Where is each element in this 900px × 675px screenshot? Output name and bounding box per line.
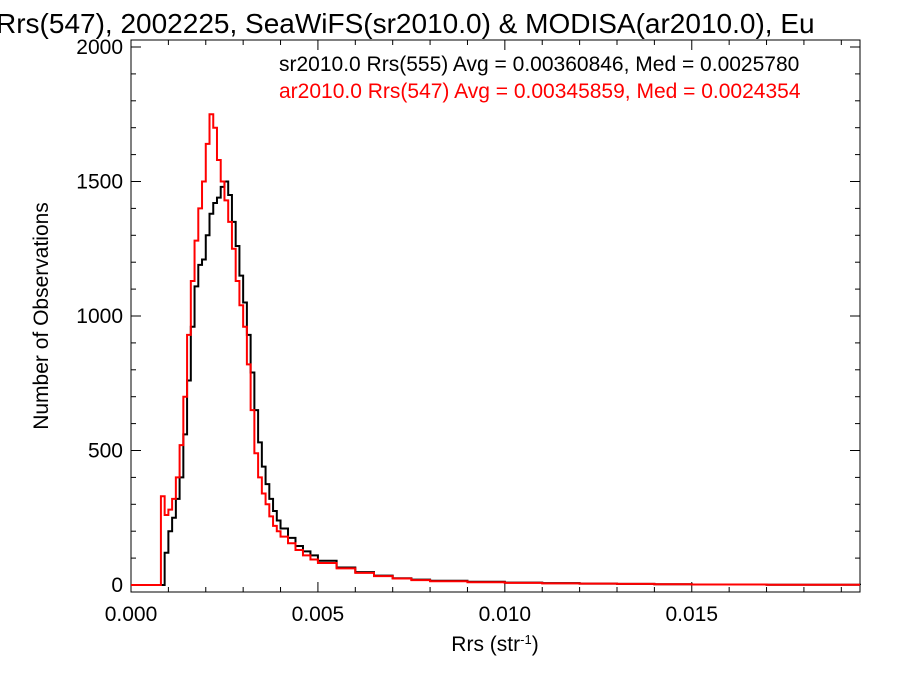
legend-entry-1: sr2010.0 Rrs(555) Avg = 0.00360846, Med … <box>279 53 799 76</box>
x-tick-label: 0.005 <box>292 603 345 626</box>
series-line-2 <box>131 113 860 586</box>
y-tick-label: 2000 <box>76 36 123 59</box>
y-tick-label: 500 <box>88 440 123 463</box>
chart-title: Rrs(547), 2002225, SeaWiFS(sr2010.0) & M… <box>0 8 815 39</box>
y-axis-label: Number of Observations <box>30 202 53 430</box>
series-line-1 <box>131 180 861 586</box>
x-axis-label: Rrs (str-1) <box>451 632 538 657</box>
x-tick-label: 0.000 <box>105 603 158 626</box>
series-layer <box>131 113 861 586</box>
plot-frame <box>130 39 861 593</box>
x-tick-label: 0.010 <box>479 603 532 626</box>
legend-entry-2: ar2010.0 Rrs(547) Avg = 0.00345859, Med … <box>279 80 801 103</box>
y-tick-label: 1000 <box>76 305 123 328</box>
x-tick-label: 0.015 <box>665 603 718 626</box>
axis-ticks: 0 500 1000 1500 2000 0.000 0.005 0.010 0.015 <box>76 36 860 626</box>
y-tick-label: 1500 <box>76 171 123 194</box>
y-tick-label: 0 <box>111 574 123 597</box>
